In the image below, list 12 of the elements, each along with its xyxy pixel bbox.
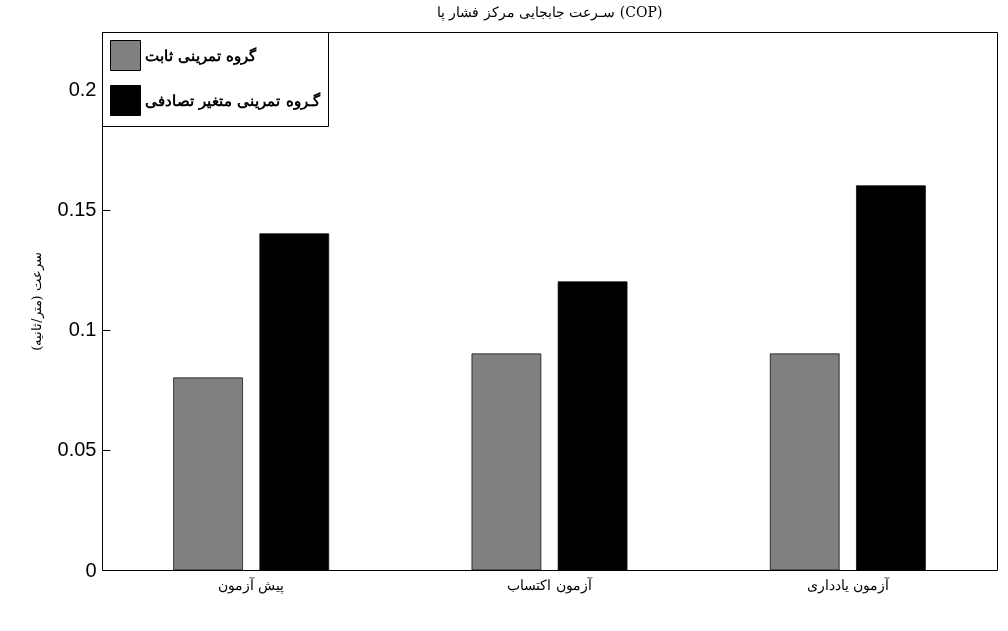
x-tick-label: پیش آزمون (217, 575, 285, 594)
x-tick-label: آزمون یادداری (806, 575, 891, 594)
y-tick-label: 0 (85, 558, 97, 581)
y-tick-label: 0.1 (68, 318, 97, 341)
y-tick-label: 0.15 (57, 198, 97, 221)
x-tick-label: آزمون اکتساب (507, 575, 593, 594)
y-axis-title: سرعت (متر/ثانیه) (28, 252, 45, 351)
chart-title: سـرعت جابجایی مرکز فشار پا (COP) (436, 3, 663, 21)
y-tick-label: 0.2 (68, 78, 97, 101)
y-tick-label: 0.05 (57, 438, 97, 461)
legend-label: گروه تمرینی ثابت (145, 46, 258, 65)
legend-label: گـروه تمرینی متغیر تصادفی (145, 91, 321, 110)
